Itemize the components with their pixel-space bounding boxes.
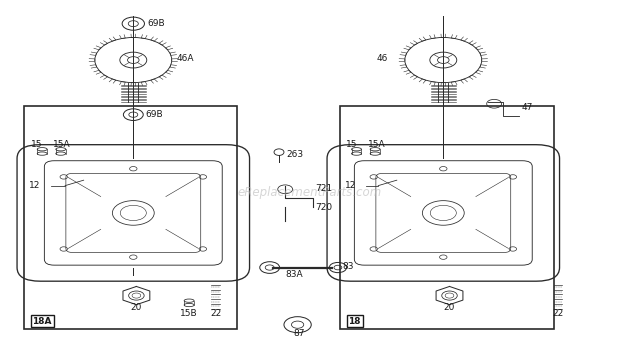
Text: 18A: 18A (32, 317, 52, 325)
Text: 12: 12 (29, 181, 40, 190)
Bar (340, 106, 554, 329)
Text: 22: 22 (552, 309, 564, 318)
Text: 46A: 46A (177, 54, 194, 63)
Text: 15A: 15A (368, 141, 385, 149)
Text: 15: 15 (32, 141, 43, 149)
Text: 20: 20 (444, 303, 455, 312)
Text: 720: 720 (315, 203, 332, 212)
Text: 15: 15 (346, 141, 357, 149)
Text: 46: 46 (376, 54, 388, 63)
Text: 69B: 69B (147, 19, 164, 28)
Text: 15B: 15B (180, 309, 198, 317)
Text: 263: 263 (286, 150, 304, 159)
Text: 12: 12 (345, 181, 356, 190)
Text: 87: 87 (293, 329, 304, 337)
Text: 22: 22 (210, 309, 221, 318)
Text: eReplacementParts.com: eReplacementParts.com (238, 186, 382, 199)
Text: 83: 83 (342, 262, 354, 271)
Bar (24, 106, 237, 329)
Text: 721: 721 (315, 184, 332, 193)
Text: 15A: 15A (53, 141, 71, 149)
Text: 20: 20 (131, 303, 142, 312)
Text: 83A: 83A (286, 270, 303, 279)
Text: 18: 18 (348, 317, 361, 325)
Text: 47: 47 (522, 103, 533, 112)
Text: 69B: 69B (146, 110, 163, 119)
